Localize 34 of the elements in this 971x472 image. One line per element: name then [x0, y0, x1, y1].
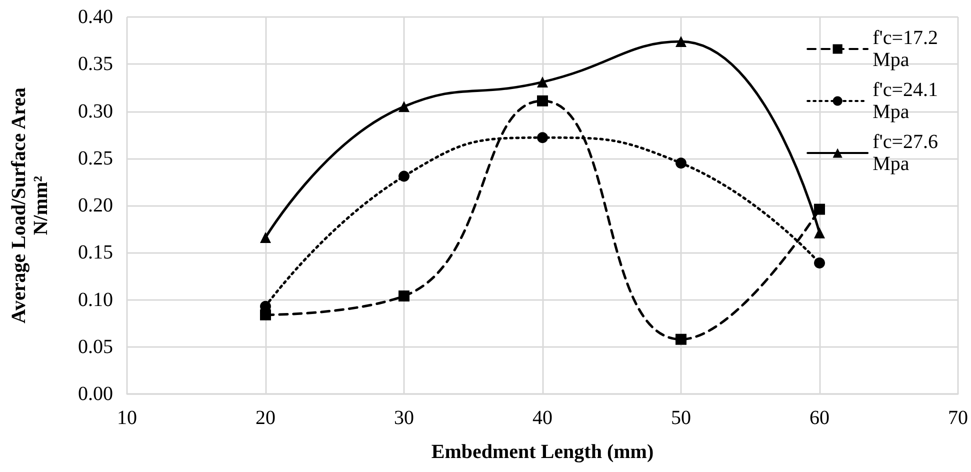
point: [537, 95, 548, 106]
x-tick-label: 70: [948, 407, 968, 429]
y-tick-label: 0.15: [78, 242, 113, 264]
x-tick-label: 30: [394, 407, 414, 429]
x-axis-title: Embedment Length (mm): [431, 441, 654, 463]
x-tick-label: 60: [810, 407, 830, 429]
point: [676, 334, 686, 345]
y-axis-title: Average Load/Surface Area N/mm²: [8, 88, 52, 324]
point: [398, 101, 410, 112]
y-tick-label: 0.00: [78, 383, 113, 405]
legend-label: f'c=24.1 Mpa: [872, 79, 938, 123]
y-tick-label: 0.30: [78, 100, 113, 122]
point: [398, 170, 410, 182]
point: [537, 76, 548, 88]
point: [537, 132, 548, 144]
x-tick-label: 50: [671, 407, 691, 429]
y-tick-label: 0.05: [78, 336, 113, 358]
point: [814, 204, 825, 215]
point: [814, 257, 825, 268]
y-tick-label: 0.10: [78, 288, 113, 311]
legend-label: f'c=27.6 Mpa: [872, 131, 938, 175]
point: [398, 290, 410, 302]
legend-label: f'c=17.2 Mpa: [872, 27, 938, 71]
y-tick-label: 0.40: [78, 6, 113, 28]
point: [260, 232, 271, 244]
x-tick-label: 20: [256, 407, 276, 429]
x-tick-label: 40: [532, 407, 552, 429]
x-tick-label: 10: [117, 407, 137, 429]
point: [676, 158, 686, 169]
y-tick-label: 0.35: [78, 53, 113, 76]
y-tick-label: 0.25: [78, 147, 113, 170]
point: [814, 227, 825, 238]
point: [676, 36, 686, 48]
y-tick-label: 0.20: [78, 194, 113, 216]
